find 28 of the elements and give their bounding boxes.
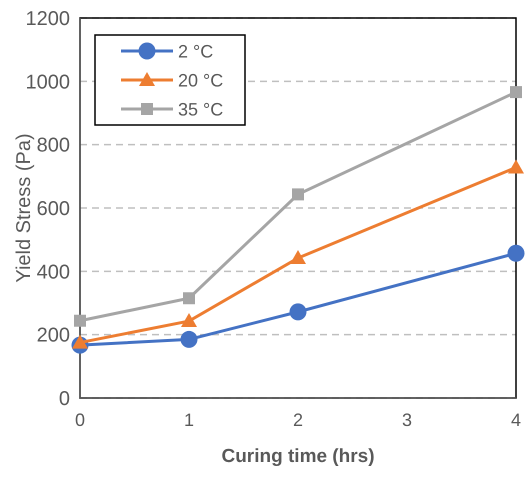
y-tick-label: 1200 bbox=[26, 8, 70, 30]
x-tick-label: 0 bbox=[74, 410, 86, 430]
point bbox=[181, 313, 197, 328]
y-tick-label: 0 bbox=[58, 388, 70, 410]
y-tick-label: 600 bbox=[36, 198, 70, 220]
legend-label: 20 °C bbox=[178, 70, 224, 90]
y-tick-label: 400 bbox=[36, 261, 70, 284]
point bbox=[180, 330, 198, 348]
x-tick-label: 2 bbox=[292, 410, 304, 430]
x-tick-label: 4 bbox=[510, 410, 522, 430]
x-axis-title: Curing time (hrs) bbox=[221, 446, 375, 467]
point bbox=[290, 303, 306, 320]
point bbox=[72, 334, 88, 349]
point bbox=[508, 244, 524, 262]
x-tick-label: 3 bbox=[402, 410, 412, 430]
y-tick-label: 1000 bbox=[26, 71, 70, 94]
y-tick-label: 200 bbox=[36, 324, 70, 347]
x-tick-label: 1 bbox=[184, 410, 194, 430]
point bbox=[183, 292, 195, 304]
legend-label: 2 °C bbox=[178, 41, 214, 62]
y-axis-title: Yield Stress (Pa) bbox=[13, 133, 35, 283]
point bbox=[74, 314, 86, 327]
legend-label: 35 °C bbox=[178, 99, 224, 120]
point bbox=[510, 86, 522, 98]
point bbox=[290, 250, 306, 264]
point bbox=[292, 188, 304, 200]
y-tick-label: 800 bbox=[36, 134, 70, 157]
point bbox=[508, 159, 524, 174]
